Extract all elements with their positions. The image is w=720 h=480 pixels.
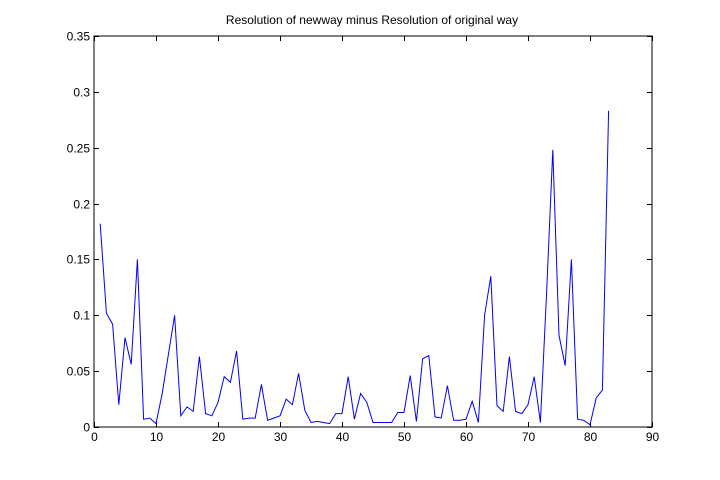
- x-tick-label: 50: [398, 430, 412, 444]
- y-tick-label: 0.2: [73, 198, 90, 212]
- y-tick-label: 0.1: [73, 309, 90, 323]
- x-tick-label: 70: [522, 430, 536, 444]
- x-tick-label: 40: [336, 430, 350, 444]
- plot-area: 0 10 20 30 40 50 60 70 80 90 0 0.05 0.1 0.15 0.2 0.25 0.…: [67, 30, 660, 445]
- x-tick-label: 0: [91, 430, 98, 444]
- x-tick-label: 90: [646, 430, 660, 444]
- axes-box: [93, 35, 653, 428]
- y-tick-label: 0.3: [73, 86, 90, 100]
- x-tick-label: 30: [274, 430, 288, 444]
- x-tick-label: 10: [150, 430, 164, 444]
- x-tick-label: 80: [584, 430, 598, 444]
- y-tick-label: 0.25: [67, 142, 91, 156]
- x-tick-label: 20: [212, 430, 226, 444]
- series-line: [99, 110, 610, 426]
- chart-title: Resolution of newway minus Resolution of…: [226, 13, 518, 27]
- y-tick-label: 0: [83, 421, 90, 435]
- x-tick-label: 60: [460, 430, 474, 444]
- y-tick-label: 0.05: [67, 365, 91, 379]
- y-tick-label: 0.15: [67, 253, 91, 267]
- y-tick-label: 0.35: [67, 30, 91, 44]
